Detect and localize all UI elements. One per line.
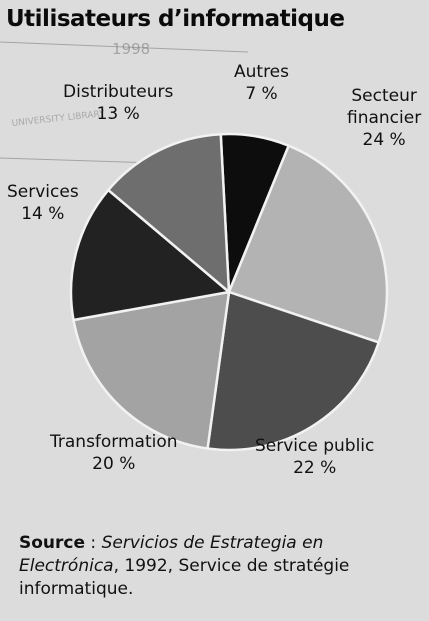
slice-label-text: Service public <box>255 436 375 456</box>
slice-label-text: Transformation <box>50 432 178 452</box>
slice-label: Services 14 % <box>7 181 79 225</box>
pie-slice <box>69 188 231 322</box>
slice-value: 13 % <box>96 104 140 124</box>
slice-label: Transformation 20 % <box>50 431 178 475</box>
slice-value: 14 % <box>21 204 65 224</box>
slice-label-text: financier <box>347 108 422 128</box>
slice-label: Service public 22 % <box>255 435 374 479</box>
slice-value: 7 % <box>245 84 278 104</box>
slice-label: Secteur financier 24 % <box>347 85 421 151</box>
slice-label-text: Secteur <box>351 86 417 106</box>
slice-value: 24 % <box>362 130 406 150</box>
slice-label-text: Autres <box>234 62 290 82</box>
slice-label-text: Distributeurs <box>63 82 174 102</box>
source-details: , 1992, Service de stratégie informatiqu… <box>19 556 350 599</box>
source-key: Source <box>19 533 86 553</box>
chart-title: Utilisateurs d’informatique <box>6 6 345 32</box>
slice-label-text: Services <box>7 182 79 202</box>
pie-slice <box>206 290 380 452</box>
slice-value: 20 % <box>92 454 136 474</box>
source-publication: Servicios de Estrategia en Electrónica <box>19 533 324 576</box>
slice-label: Autres 7 % <box>234 61 289 105</box>
slice-label: Distributeurs 13 % <box>63 81 173 125</box>
slice-value: 22 % <box>293 458 337 478</box>
pie-slice <box>72 290 231 450</box>
pie-slice <box>107 132 231 294</box>
pie-slice <box>227 144 389 344</box>
source-separator: : <box>85 533 102 553</box>
source-note: Source : Servicios de Estrategia en Elec… <box>19 532 399 601</box>
